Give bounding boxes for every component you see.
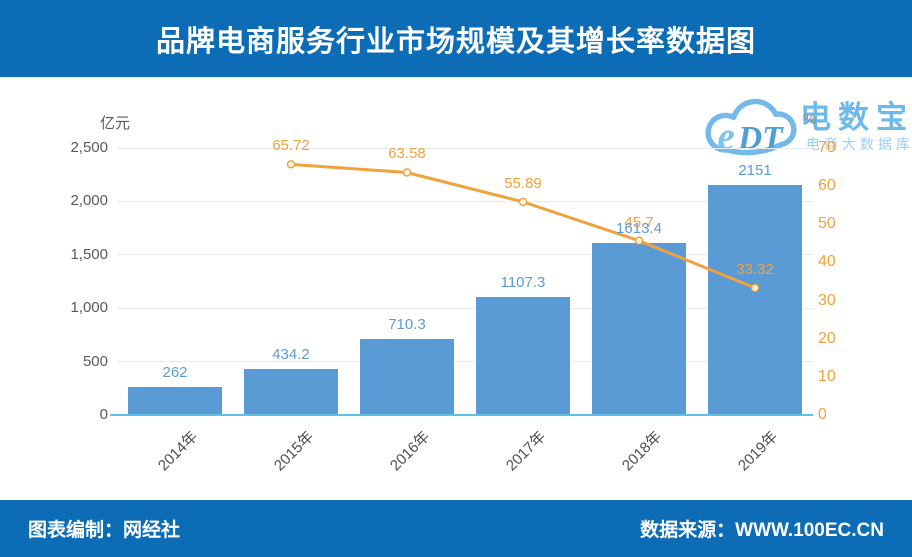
growth-point-2016 — [402, 168, 412, 177]
x-axis-line — [110, 414, 813, 416]
footer-credit: 图表编制：网经社 — [28, 520, 181, 541]
x-label-2019: 2019年 — [734, 428, 782, 475]
x-label-2017: 2017年 — [502, 428, 550, 475]
left-axis-unit-label: 亿元 — [100, 115, 131, 132]
bar-2019 — [708, 185, 802, 415]
y-tick-right-20: 20 — [818, 329, 836, 347]
gridline-500 — [117, 361, 813, 363]
growth-point-2015 — [286, 160, 296, 169]
y-tick-right-60: 60 — [818, 177, 836, 195]
y-tick-left-1500: 1,500 — [70, 245, 108, 263]
y-tick-right-40: 40 — [818, 253, 836, 271]
bar-value-2017: 1107.3 — [500, 273, 546, 291]
x-label-2016: 2016年 — [386, 428, 434, 475]
growth-point-2019 — [750, 283, 760, 293]
bar-2017 — [476, 296, 570, 415]
y-tick-left-1000: 1,000 — [70, 299, 108, 317]
bar-value-2015: 434.2 — [272, 345, 310, 363]
growth-label-2016: 63.58 — [388, 145, 426, 163]
growth-label-2019: 33.32 — [736, 260, 774, 278]
growth-label-2018: 45.7 — [624, 213, 654, 231]
bar-value-2016: 710.3 — [388, 316, 426, 334]
right-axis-unit-label: % — [803, 111, 817, 128]
x-label-2014: 2014年 — [154, 428, 202, 475]
y-tick-left-2500: 2,500 — [70, 139, 108, 156]
growth-point-2017 — [518, 197, 528, 207]
bar-value-2018: 1613.4 — [616, 219, 662, 237]
footer-bar: 图表编制：网经社 数据来源：WWW.100EC.CN — [0, 500, 912, 557]
bar-value-2019: 2151 — [738, 162, 772, 180]
footer-source: 数据来源：WWW.100EC.CN — [640, 520, 884, 541]
bar-2015 — [244, 368, 338, 415]
svg-text:e: e — [717, 115, 734, 158]
x-label-2018: 2018年 — [618, 428, 666, 475]
y-tick-right-10: 10 — [818, 367, 836, 385]
growth-point-2018 — [634, 236, 644, 245]
title-bar: 品牌电商服务行业市场规模及其增长率数据图 — [0, 0, 912, 77]
y-tick-left-500: 500 — [82, 352, 108, 370]
chart-title: 品牌电商服务行业市场规模及其增长率数据图 — [155, 25, 756, 58]
y-tick-right-30: 30 — [818, 291, 836, 309]
y-tick-right-0: 0 — [818, 406, 827, 423]
brand-logo: e DT 电数宝 电商大数据库 — [698, 84, 910, 164]
x-label-2015: 2015年 — [270, 428, 318, 475]
bar-2018 — [592, 242, 686, 415]
cloud-logo-icon: e DT — [705, 98, 797, 158]
bar-value-2014: 262 — [162, 364, 188, 382]
gridline-2000 — [117, 200, 813, 202]
growth-label-2015: 65.72 — [272, 137, 310, 155]
y-tick-right-50: 50 — [818, 215, 836, 233]
growth-line — [289, 162, 757, 290]
logo-subtitle: 电商大数据库 — [806, 136, 912, 152]
logo-name: 电数宝 — [800, 100, 912, 135]
y-tick-left-0: 0 — [99, 406, 108, 423]
gridline-1500 — [117, 254, 813, 256]
bar-2016 — [360, 339, 454, 415]
growth-label-2017: 55.89 — [504, 174, 542, 192]
svg-text:DT: DT — [737, 120, 784, 157]
y-tick-left-2000: 2,000 — [70, 192, 108, 210]
bar-2014 — [128, 387, 222, 415]
gridline-1000 — [117, 307, 813, 309]
